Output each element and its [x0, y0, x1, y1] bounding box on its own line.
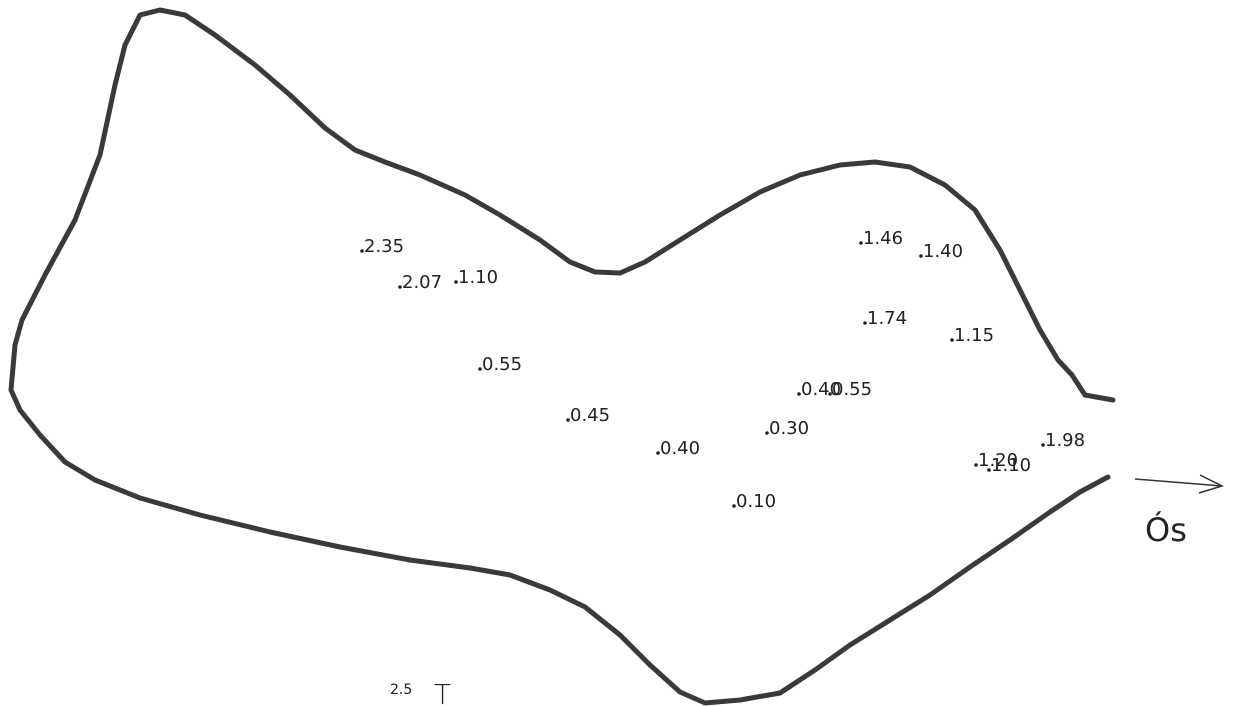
- depth-label: 0.30: [769, 418, 809, 439]
- depth-dot: [398, 285, 402, 289]
- depth-dot: [797, 392, 801, 396]
- depth-label: 0.40: [660, 438, 700, 459]
- depth-label: 1.15: [954, 325, 994, 346]
- depth-label: 0.10: [736, 491, 776, 512]
- depth-label: 1.40: [923, 241, 963, 262]
- depth-label: 2.07: [402, 272, 442, 293]
- depth-label: 0.55: [832, 379, 872, 400]
- depth-dot: [919, 254, 923, 258]
- depth-dot: [974, 463, 978, 467]
- depth-points: 2.352.07 1.100.550.450.400.100.300.400.55…: [360, 228, 1085, 512]
- depth-dot: [454, 280, 458, 284]
- depth-label: 0.55: [482, 354, 522, 375]
- outlet-label: Ós: [1145, 510, 1187, 549]
- depth-label: 1.46: [863, 228, 903, 249]
- depth-dot: [950, 338, 954, 342]
- depth-dot: [765, 431, 769, 435]
- depth-label: 1.10: [458, 267, 498, 288]
- depth-dot: [828, 392, 832, 396]
- depth-dot: [656, 451, 660, 455]
- depth-dot: [1041, 443, 1045, 447]
- depth-dot: [732, 504, 736, 508]
- depth-label: 1.98: [1045, 430, 1085, 451]
- depth-dot: [478, 367, 482, 371]
- depth-dot: [863, 321, 867, 325]
- lake-outline: [8, 7, 1116, 706]
- depth-label: 0.45: [570, 405, 610, 426]
- depth-dot: [566, 418, 570, 422]
- outlet-arrow: [1134, 474, 1225, 494]
- depth-label: 1.10: [991, 455, 1031, 476]
- depth-label: 1.20: [978, 450, 1018, 471]
- depth-dot: [987, 468, 991, 472]
- scale-symbol: T: [434, 678, 451, 706]
- depth-label: 2.35: [364, 236, 404, 257]
- scale-value: 2.5: [390, 682, 412, 698]
- depth-label: 1.74: [867, 308, 907, 329]
- depth-dot: [360, 249, 364, 253]
- depth-dot: [859, 241, 863, 245]
